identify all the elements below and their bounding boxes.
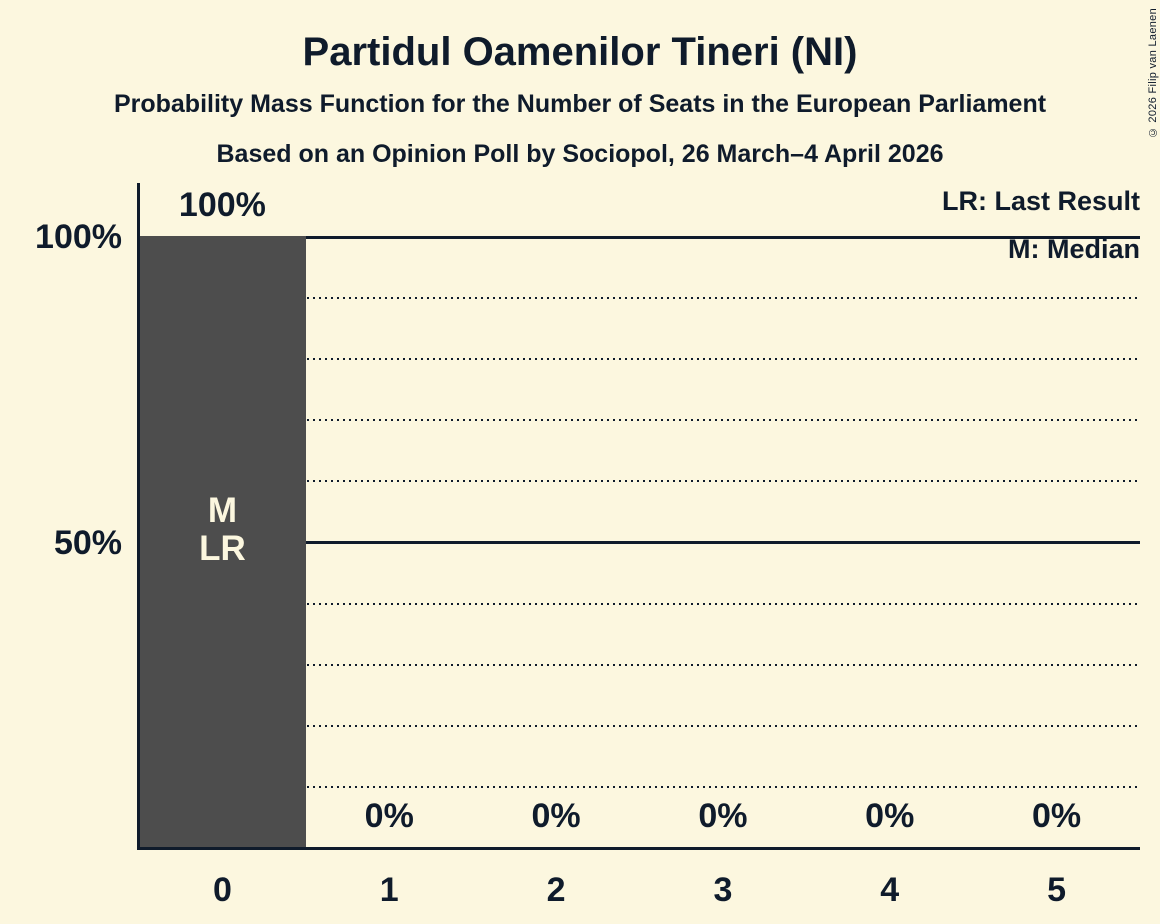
gridline-10pct xyxy=(139,785,1140,788)
gridline-100pct xyxy=(139,235,1140,239)
gridline-80pct xyxy=(139,358,1140,361)
x-tick-label-3: 3 xyxy=(713,871,733,909)
gridline-30pct xyxy=(139,663,1140,666)
chart-title: Partidul Oamenilor Tineri (NI) xyxy=(302,30,858,74)
gridline-70pct xyxy=(139,419,1140,422)
x-tick-label-4: 4 xyxy=(880,871,900,909)
value-label-5: 0% xyxy=(1032,797,1082,835)
gridline-60pct xyxy=(139,480,1140,483)
x-tick-label-2: 2 xyxy=(546,871,566,909)
x-tick-label-0: 0 xyxy=(212,871,232,909)
gridline-20pct xyxy=(139,724,1140,727)
x-tick-label-1: 1 xyxy=(379,871,399,909)
poll-source-line: Based on an Opinion Poll by Sociopol, 26… xyxy=(216,140,944,168)
bar-annotation-median-lastresult: M LR xyxy=(199,491,246,568)
value-label-1: 0% xyxy=(364,797,414,835)
copyright-notice: © 2026 Filip van Laenen xyxy=(1147,8,1159,139)
bar-0 xyxy=(140,236,306,848)
y-tick-label-100pct: 100% xyxy=(35,218,122,256)
gridline-40pct xyxy=(139,602,1140,605)
y-axis-line xyxy=(137,183,140,850)
gridline-90pct xyxy=(139,297,1140,300)
value-label-2: 0% xyxy=(531,797,581,835)
value-label-4: 0% xyxy=(865,797,915,835)
y-tick-label-50pct: 50% xyxy=(53,523,122,562)
x-tick-label-5: 5 xyxy=(1047,871,1067,909)
chart-subtitle: Probability Mass Function for the Number… xyxy=(113,90,1047,118)
legend-median: M: Median xyxy=(1008,234,1140,264)
x-axis-line xyxy=(137,846,1140,850)
gridline-50pct xyxy=(139,541,1140,544)
legend-last-result: LR: Last Result xyxy=(941,186,1140,216)
value-label-0: 100% xyxy=(178,186,266,224)
value-label-3: 0% xyxy=(698,797,748,835)
